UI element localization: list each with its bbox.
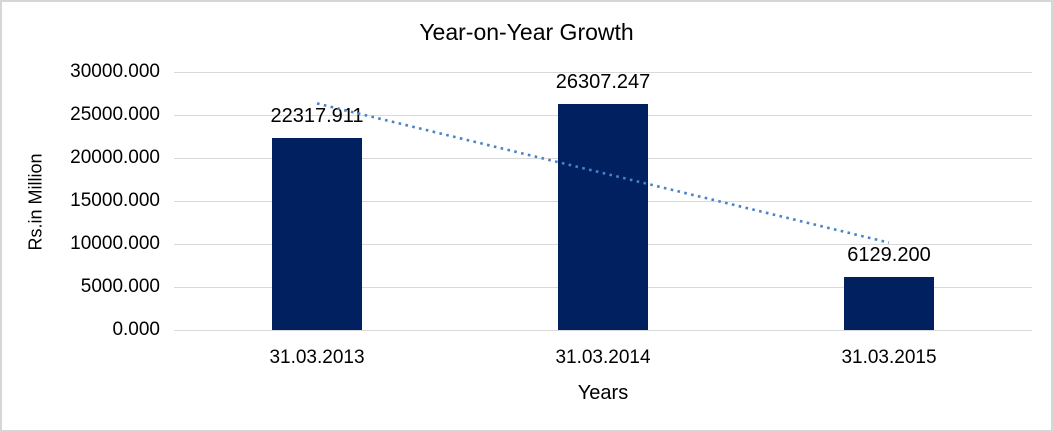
x-tick-label: 31.03.2013 [269, 347, 365, 368]
y-tick-label: 15000.000 [70, 190, 160, 211]
x-axis-title: Years [577, 382, 629, 404]
x-tick-label: 31.03.2015 [841, 347, 937, 368]
y-tick-label: 10000.000 [70, 233, 160, 254]
y-tick-label: 0.000 [112, 319, 160, 340]
bar-31.03.2015 [844, 277, 934, 330]
x-tick-label: 31.03.2014 [555, 347, 651, 368]
y-tick-label: 20000.000 [70, 147, 160, 168]
bar-31.03.2014 [558, 103, 648, 330]
gridline [174, 71, 1032, 73]
bar-31.03.2013 [272, 138, 362, 330]
y-tick-label: 5000.000 [80, 276, 160, 297]
y-tick-label: 30000.000 [70, 61, 160, 82]
bar-value-label: 26307.247 [555, 70, 651, 93]
chart-title: Year-on-Year Growth [419, 19, 634, 45]
gridline [174, 329, 1032, 331]
y-tick-label: 25000.000 [70, 104, 160, 125]
bar-value-label: 22317.911 [270, 105, 364, 128]
bar-value-label: 6129.200 [847, 244, 931, 267]
